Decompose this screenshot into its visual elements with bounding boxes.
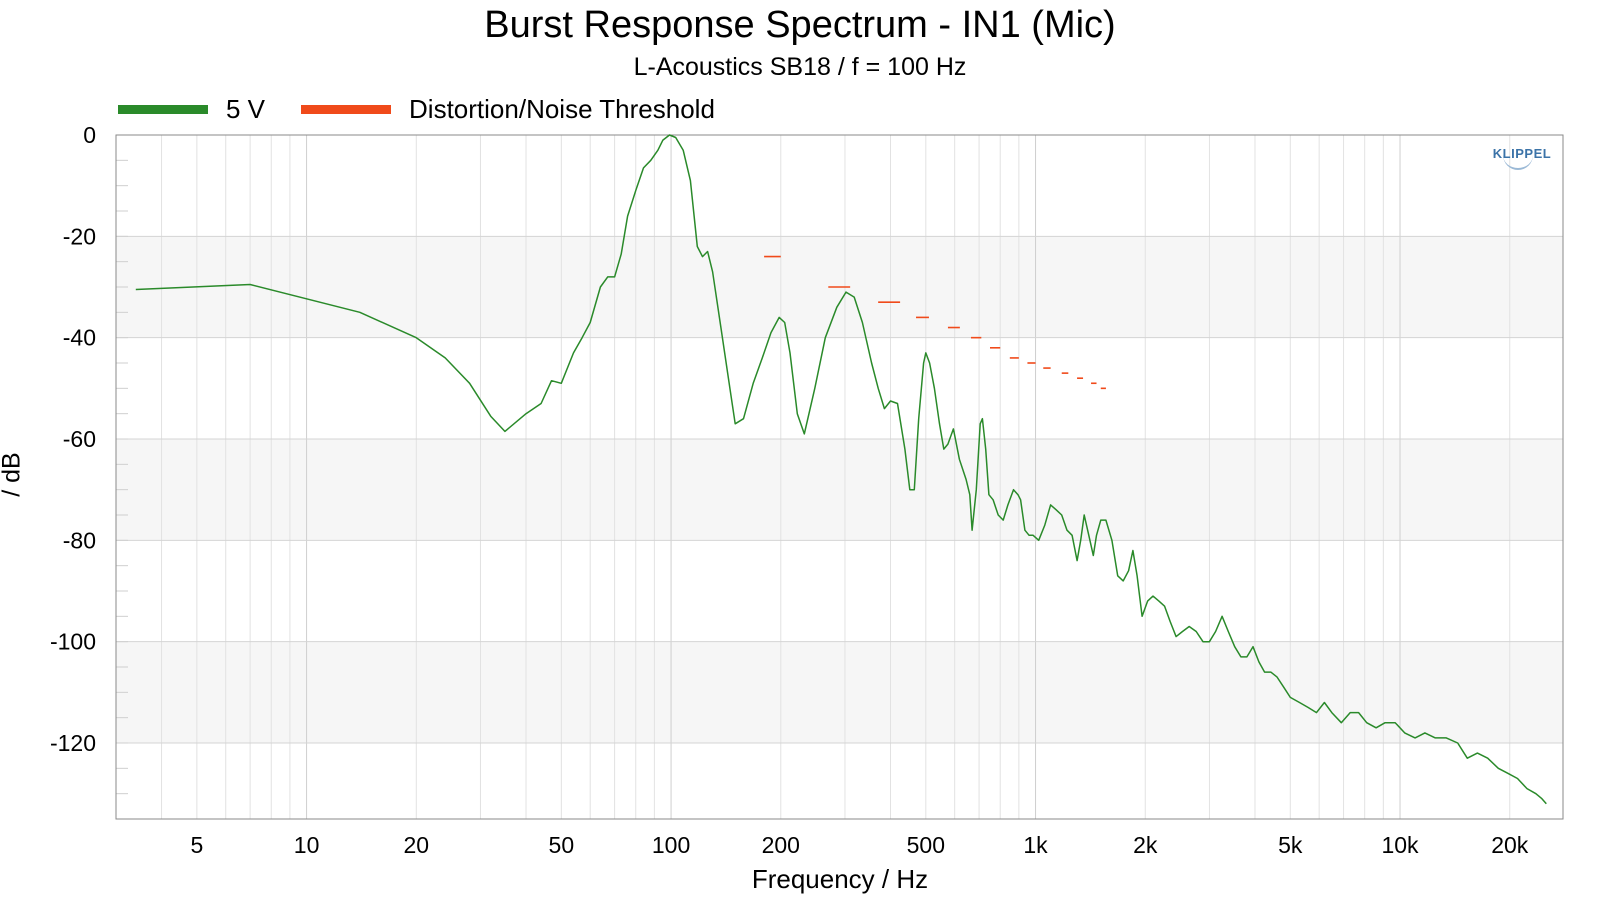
y-tick-label: -80: [63, 527, 96, 553]
y-tick-label: -120: [50, 730, 96, 756]
x-tick-label: 500: [907, 832, 945, 858]
x-tick-label: 20k: [1491, 832, 1529, 858]
x-tick-label: 20: [404, 832, 430, 858]
series-line-5v: [135, 134, 1547, 805]
x-axis-label: Frequency / Hz: [751, 864, 929, 894]
legend-swatch-series-1: [118, 104, 208, 114]
x-tick-label: 200: [762, 832, 800, 858]
x-tick-label: 5k: [1278, 832, 1303, 858]
legend-label-series-1: 5 V: [226, 93, 266, 124]
legend-item-series-2: Distortion/Noise Threshold: [301, 94, 715, 125]
y-tick-label: -100: [50, 629, 96, 655]
legend: 5 V Distortion/Noise Threshold: [118, 92, 751, 126]
legend-swatch-series-2: [301, 104, 392, 114]
x-tick-label: 1k: [1023, 832, 1048, 858]
y-tick-label: 0: [83, 122, 96, 148]
chart-title: Burst Response Spectrum - IN1 (Mic): [484, 4, 1116, 46]
logo-arc-icon: [1503, 154, 1533, 170]
x-tick-label: 5: [190, 832, 203, 858]
x-tick-label: 100: [652, 832, 690, 858]
grid-band: [116, 641, 1563, 743]
legend-label-series-2: Distortion/Noise Threshold: [409, 93, 715, 124]
x-tick-label: 10: [294, 832, 320, 858]
y-tick-label: -60: [63, 426, 96, 452]
y-tick-label: -40: [63, 325, 96, 351]
x-tick-label: 50: [549, 832, 575, 858]
chart-subtitle: L-Acoustics SB18 / f = 100 Hz: [633, 53, 967, 81]
legend-item-series-1: 5 V: [118, 94, 265, 125]
grid-band: [116, 439, 1563, 541]
y-axis-label: / dB: [0, 452, 26, 497]
x-tick-label: 10k: [1381, 832, 1419, 858]
x-tick-label: 2k: [1133, 832, 1158, 858]
y-tick-label: -20: [63, 223, 96, 249]
plot-frame: [115, 134, 1564, 820]
